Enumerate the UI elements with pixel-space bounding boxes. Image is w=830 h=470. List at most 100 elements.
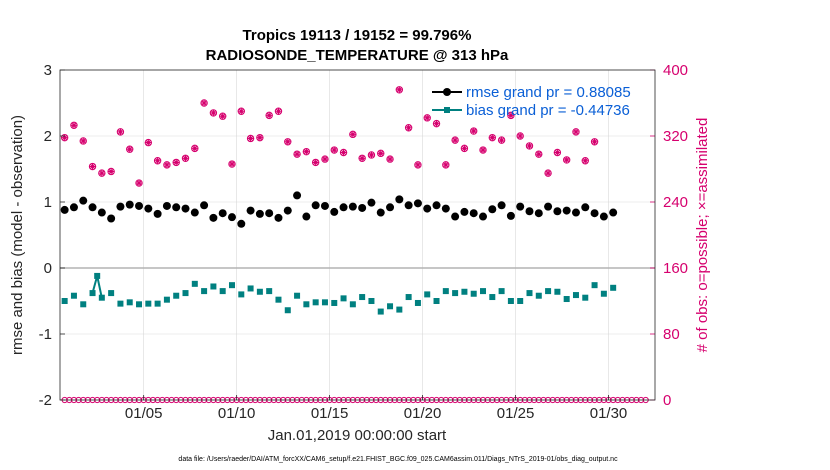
x-tick-label: 01/20 — [404, 405, 442, 422]
rmse-point — [265, 209, 274, 218]
obs-assimilated-point — [275, 108, 282, 115]
rmse-point — [581, 203, 590, 212]
data-marks — [60, 86, 649, 404]
obs-assimilated-point — [321, 155, 329, 163]
chart-title: Tropics 19113 / 19152 = 99.796% — [243, 27, 472, 44]
rmse-point — [497, 201, 506, 210]
rmse-point — [135, 201, 144, 210]
bias-point — [80, 301, 87, 308]
bias-point — [182, 290, 189, 297]
obs-assimilated-point — [358, 155, 366, 162]
obs-assimilated-point — [117, 128, 124, 136]
rmse-point — [395, 195, 404, 204]
bias-point — [266, 288, 273, 295]
obs-assimilated-point — [210, 109, 217, 117]
rmse-point — [116, 202, 125, 211]
obs-assimilated-point — [591, 138, 598, 145]
obs-assimilated-point — [414, 161, 422, 169]
obs-assimilated-point — [451, 136, 459, 144]
rmse-point — [255, 209, 264, 218]
bias-point — [303, 301, 310, 308]
obs-assimilated-point — [284, 138, 291, 145]
rmse-point — [460, 207, 469, 216]
rmse-point — [200, 201, 209, 210]
bias-point — [424, 291, 431, 298]
rmse-point — [367, 198, 376, 207]
bias-point — [219, 288, 226, 295]
y-axis-right-label: # of obs: o=possible; ×=assimilated — [694, 118, 711, 353]
rmse-point — [274, 213, 283, 222]
obs-assimilated-point — [433, 120, 440, 127]
bias-point — [480, 288, 487, 295]
y-tick-label: -1 — [39, 326, 52, 343]
rmse-point — [153, 209, 162, 218]
bias-point — [377, 308, 384, 315]
obs-assimilated-point — [265, 112, 273, 119]
rmse-point — [432, 201, 441, 210]
rmse-point — [469, 209, 478, 218]
bias-point — [191, 280, 198, 287]
bias-point — [545, 288, 552, 295]
obs-assimilated-point — [247, 135, 254, 142]
obs-assimilated-point — [80, 137, 87, 145]
rmse-point — [339, 203, 348, 212]
bias-point — [600, 290, 607, 297]
data-file-footer: data file: /Users/raeder/DAI/ATM_forcXX/… — [178, 456, 618, 463]
rmse-point — [516, 202, 525, 211]
rmse-point — [209, 213, 218, 222]
rmse-point — [376, 208, 385, 217]
obs-assimilated-point — [368, 151, 375, 159]
y-tick-label: 0 — [44, 260, 52, 277]
rmse-point — [358, 203, 367, 212]
x-tick-label: 01/25 — [497, 405, 535, 422]
bias-point — [321, 299, 328, 306]
rmse-point — [237, 219, 246, 228]
obs-assimilated-point — [396, 86, 403, 93]
rmse-point — [302, 212, 311, 221]
bias-point — [145, 300, 152, 307]
obs-assimilated-point — [173, 159, 180, 166]
bias-point — [489, 294, 496, 301]
rmse-point — [79, 196, 88, 205]
legend-bias-marker — [444, 107, 450, 113]
x-tick-label: 01/15 — [311, 405, 349, 422]
bias-point — [563, 296, 570, 303]
y-tick-label: 2 — [44, 128, 52, 145]
rmse-point — [172, 203, 181, 212]
bias-point — [572, 292, 579, 299]
bias-point — [98, 294, 105, 301]
obs-assimilated-point — [126, 146, 133, 153]
rmse-point — [348, 202, 357, 211]
obs-assimilated-point — [424, 114, 431, 122]
bias-point — [201, 288, 208, 295]
obs-assimilated-point — [98, 169, 106, 177]
rmse-point — [246, 206, 255, 215]
bias-point — [275, 296, 282, 303]
bias-point — [582, 294, 589, 301]
obs-assimilated-point — [228, 160, 236, 168]
y-axis-label: rmse and bias (model - observation) — [9, 115, 26, 355]
y-right-tick-label: 240 — [663, 194, 688, 211]
bias-point — [154, 300, 161, 307]
bias-point — [368, 298, 375, 304]
rmse-point — [506, 211, 515, 220]
rmse-point — [590, 209, 599, 218]
bias-point — [136, 301, 143, 308]
bias-point — [610, 284, 617, 291]
rmse-point — [423, 204, 432, 213]
rmse-point — [571, 208, 580, 217]
obs-assimilated-point — [312, 159, 319, 166]
obs-assimilated-point — [331, 146, 338, 154]
rmse-point — [218, 209, 227, 218]
rmse-point — [330, 207, 339, 216]
plot-frame — [59, 69, 656, 401]
rmse-point — [181, 204, 190, 213]
bias-point — [359, 294, 366, 301]
obs-assimilated-point — [582, 157, 589, 164]
bias-point — [387, 303, 394, 310]
bias-point — [396, 306, 403, 313]
bias-point — [349, 301, 356, 308]
bias-point — [405, 294, 412, 301]
obs-assimilated-point — [163, 161, 171, 169]
legend: rmse grand pr = 0.88085 bias grand pr = … — [432, 84, 631, 119]
